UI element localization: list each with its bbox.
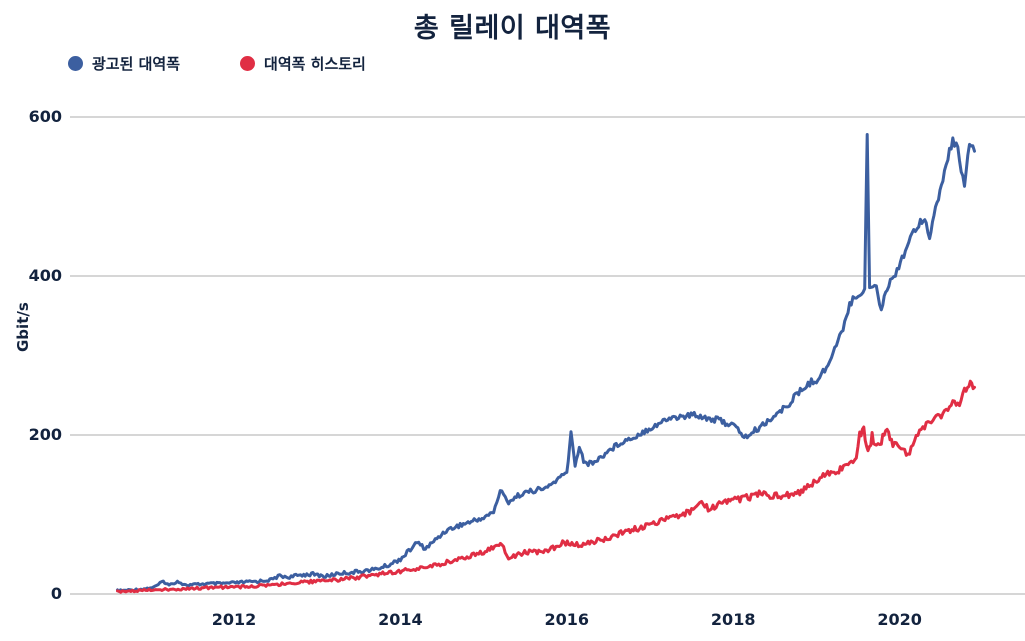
series-line-1 [116,379,976,594]
y-tick-label: 600 [28,107,62,126]
x-tick-label: 2018 [710,610,756,629]
legend-item-1: 대역폭 히스토리 [240,53,366,74]
legend-label: 대역폭 히스토리 [264,55,366,73]
chart-legend: 광고된 대역폭 대역폭 히스토리 [68,53,366,74]
series-line-0 [116,133,976,593]
x-tick-label: 2016 [544,610,590,629]
x-tick-label: 2014 [378,610,423,629]
legend-item-0: 광고된 대역폭 [68,53,180,74]
x-tick-label: 2012 [211,610,257,629]
legend-dot-icon [240,56,256,71]
x-tick-label: 2020 [877,610,922,629]
legend-dot-icon [68,56,83,71]
y-tick-label: 400 [28,266,62,285]
y-tick-label: 200 [28,425,62,444]
y-tick-label: 0 [50,584,62,603]
chart-title: 총 릴레이 대역폭 [413,13,612,44]
legend-label: 광고된 대역폭 [92,55,181,73]
